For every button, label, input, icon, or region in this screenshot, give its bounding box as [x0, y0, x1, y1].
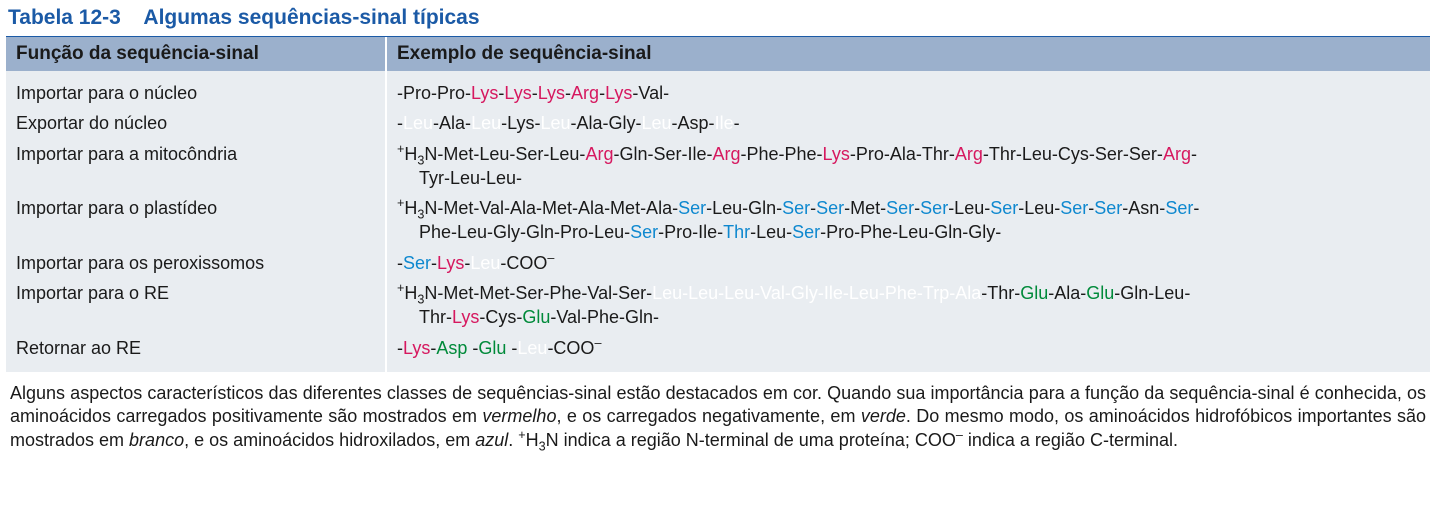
- cell-function: Retornar ao RE: [6, 333, 386, 372]
- table-container: Tabela 12-3 Algumas sequências-sinal típ…: [0, 0, 1436, 460]
- cell-function: Importar para a mitocôndria: [6, 139, 386, 194]
- table-row: Importar para a mitocôndria+H3N-Met-Leu-…: [6, 139, 1430, 194]
- cell-function: Importar para o núcleo: [6, 71, 386, 108]
- cell-sequence: -Lys-Asp -Glu -Leu-COO–: [386, 333, 1430, 372]
- header-example: Exemplo de sequência-sinal: [386, 37, 1430, 71]
- cell-sequence: -Ser-Lys-Leu-COO–: [386, 248, 1430, 278]
- table-title-text: Algumas sequências-sinal típicas: [143, 6, 479, 29]
- table-title: Tabela 12-3 Algumas sequências-sinal típ…: [6, 4, 1430, 37]
- table-number: Tabela 12-3: [8, 6, 121, 29]
- cell-sequence: -Leu-Ala-Leu-Lys-Leu-Ala-Gly-Leu-Asp-Ile…: [386, 108, 1430, 138]
- table-row: Retornar ao RE-Lys-Asp -Glu -Leu-COO–: [6, 333, 1430, 372]
- table-body: Importar para o núcleo-Pro-Pro-Lys-Lys-L…: [6, 71, 1430, 372]
- table-row: Importar para o núcleo-Pro-Pro-Lys-Lys-L…: [6, 71, 1430, 108]
- table-row: Importar para os peroxissomos-Ser-Lys-Le…: [6, 248, 1430, 278]
- table-caption: Alguns aspectos característicos das dife…: [6, 372, 1430, 452]
- cell-function: Exportar do núcleo: [6, 108, 386, 138]
- signal-sequence-table: Função da sequência-sinal Exemplo de seq…: [6, 37, 1430, 372]
- table-row: Exportar do núcleo-Leu-Ala-Leu-Lys-Leu-A…: [6, 108, 1430, 138]
- cell-sequence: -Pro-Pro-Lys-Lys-Lys-Arg-Lys-Val-: [386, 71, 1430, 108]
- cell-function: Importar para o plastídeo: [6, 193, 386, 248]
- table-row: Importar para o RE+H3N-Met-Met-Ser-Phe-V…: [6, 278, 1430, 333]
- header-func: Função da sequência-sinal: [6, 37, 386, 71]
- cell-function: Importar para o RE: [6, 278, 386, 333]
- cell-function: Importar para os peroxissomos: [6, 248, 386, 278]
- cell-sequence: +H3N-Met-Val-Ala-Met-Ala-Met-Ala-Ser-Leu…: [386, 193, 1430, 248]
- table-header-row: Função da sequência-sinal Exemplo de seq…: [6, 37, 1430, 71]
- cell-sequence: +H3N-Met-Met-Ser-Phe-Val-Ser-Leu-Leu-Leu…: [386, 278, 1430, 333]
- cell-sequence: +H3N-Met-Leu-Ser-Leu-Arg-Gln-Ser-Ile-Arg…: [386, 139, 1430, 194]
- table-row: Importar para o plastídeo+H3N-Met-Val-Al…: [6, 193, 1430, 248]
